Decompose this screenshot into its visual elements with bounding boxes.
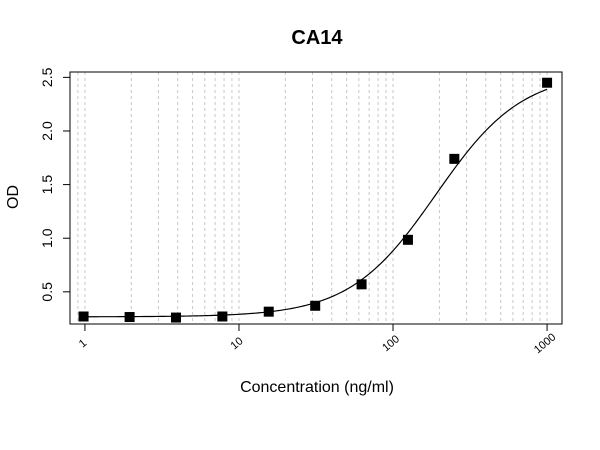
- data-point: [402, 234, 413, 245]
- data-point: [170, 312, 181, 323]
- fit-curve-layer: [83, 88, 548, 318]
- data-point: [124, 312, 135, 323]
- y-tick-label: 0.5: [39, 282, 55, 302]
- chart-title: CA14: [291, 27, 343, 49]
- data-points: [78, 77, 553, 323]
- data-point: [78, 311, 89, 322]
- data-point: [449, 153, 460, 164]
- x-tick-label: 1000: [532, 331, 558, 356]
- data-point: [217, 311, 228, 322]
- data-point: [356, 279, 367, 290]
- y-tick-label: 1.5: [39, 175, 55, 195]
- plot-frame: [69, 71, 563, 325]
- data-point: [542, 77, 553, 88]
- x-tick-label: 10: [228, 335, 245, 352]
- y-tick-label: 1.0: [39, 228, 55, 248]
- grid: [69, 72, 548, 324]
- data-point: [263, 306, 274, 317]
- y-axis-label: OD: [5, 185, 22, 209]
- data-point: [310, 300, 321, 311]
- y-tick-label: 2.0: [39, 121, 55, 141]
- y-tick-label: 2.5: [39, 67, 55, 87]
- x-axis-label: Concentration (ng/ml): [240, 379, 394, 396]
- x-tick-label: 1: [77, 337, 89, 350]
- fit-curve: [83, 88, 548, 318]
- x-axis: 1 10 100 1000: [77, 324, 558, 356]
- y-axis: 0.5 1.0 1.5 2.0 2.5: [39, 67, 70, 302]
- x-tick-label: 100: [380, 333, 402, 354]
